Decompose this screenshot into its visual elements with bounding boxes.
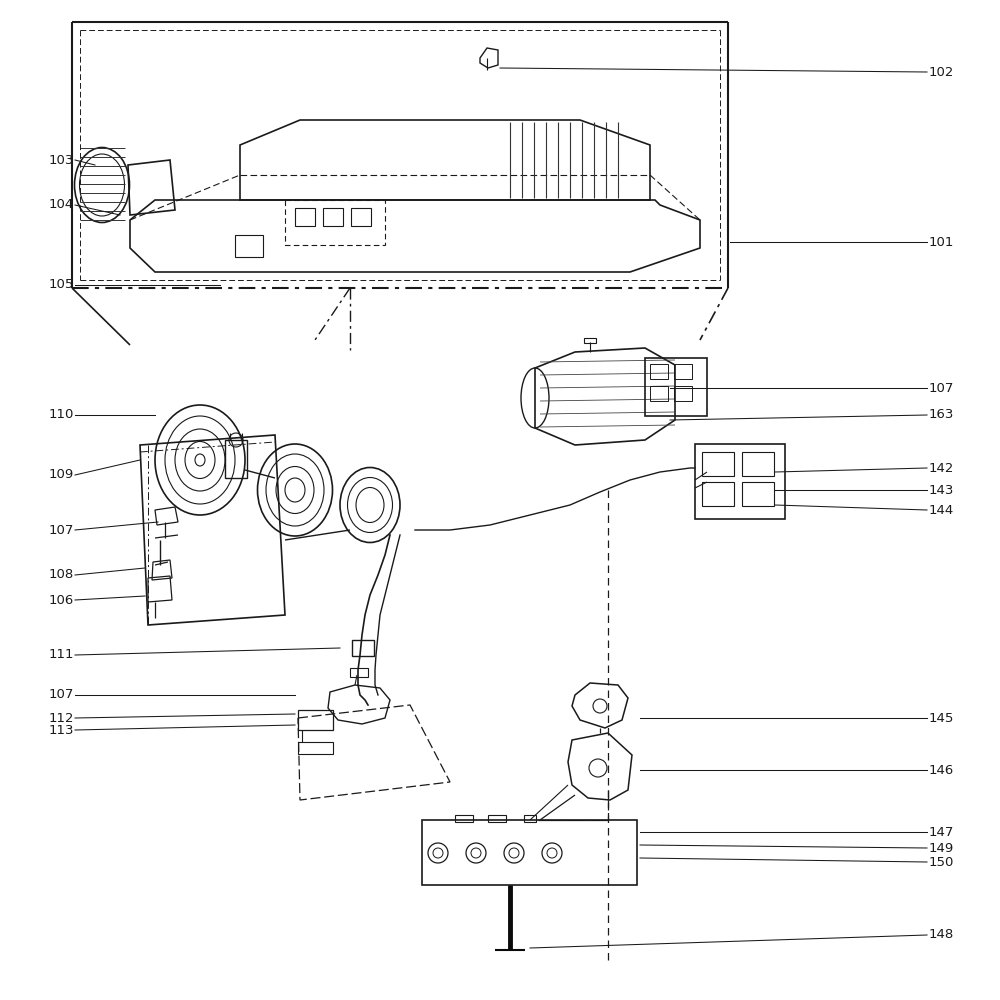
Bar — [285, 200, 385, 245]
Bar — [645, 358, 707, 416]
Bar — [702, 482, 734, 506]
Bar — [488, 815, 506, 822]
Text: 147: 147 — [928, 826, 954, 838]
Text: 143: 143 — [928, 484, 954, 496]
Text: 105: 105 — [48, 278, 74, 292]
Bar — [295, 208, 315, 226]
Bar — [702, 452, 734, 476]
Text: 110: 110 — [48, 408, 74, 422]
Bar — [225, 440, 247, 478]
Bar — [650, 364, 668, 379]
Text: 107: 107 — [928, 381, 954, 394]
Text: 101: 101 — [928, 235, 954, 248]
Bar — [455, 815, 473, 822]
Bar — [695, 444, 785, 519]
Text: 104: 104 — [48, 198, 74, 212]
Text: 163: 163 — [928, 408, 954, 422]
Bar — [323, 208, 343, 226]
Text: 148: 148 — [928, 928, 954, 942]
Text: 149: 149 — [928, 842, 954, 854]
Bar — [742, 482, 774, 506]
Text: 102: 102 — [928, 66, 954, 79]
Text: 108: 108 — [48, 568, 74, 582]
Text: 111: 111 — [48, 648, 74, 662]
Text: 142: 142 — [928, 462, 954, 475]
Text: 103: 103 — [48, 153, 74, 166]
Text: 112: 112 — [48, 712, 74, 724]
Text: 107: 107 — [48, 524, 74, 536]
Bar — [298, 710, 333, 730]
Bar — [352, 640, 374, 656]
Text: 146: 146 — [928, 764, 954, 776]
Bar — [350, 668, 368, 677]
Bar — [422, 820, 637, 885]
Bar — [298, 742, 333, 754]
Bar — [235, 235, 263, 257]
Bar — [742, 452, 774, 476]
Bar — [674, 386, 692, 401]
Bar — [524, 815, 536, 822]
Text: 109: 109 — [48, 468, 74, 482]
Text: 107: 107 — [48, 688, 74, 702]
Text: 144: 144 — [928, 504, 954, 516]
Bar — [650, 386, 668, 401]
Text: 113: 113 — [48, 724, 74, 736]
Text: 150: 150 — [928, 856, 954, 868]
Text: 145: 145 — [928, 712, 954, 724]
Bar — [674, 364, 692, 379]
Text: 106: 106 — [48, 593, 74, 606]
Bar — [351, 208, 371, 226]
